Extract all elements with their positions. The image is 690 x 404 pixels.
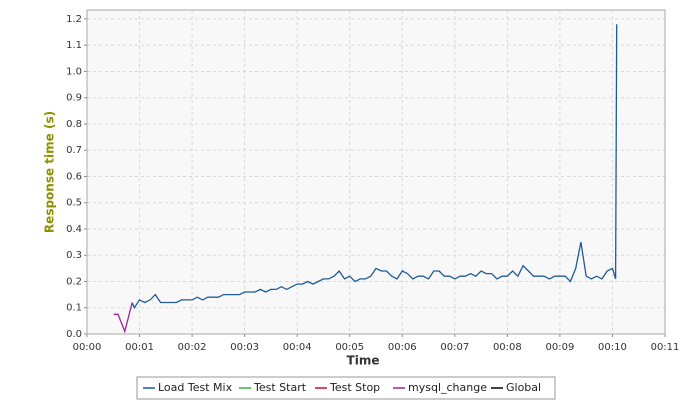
y-tick-label: 0.4 <box>66 224 82 235</box>
legend-label: Test Stop <box>329 381 380 394</box>
y-tick-label: 1.2 <box>66 14 82 25</box>
legend <box>136 376 556 400</box>
x-tick-label: 00:06 <box>388 342 417 353</box>
y-tick-label: 0.0 <box>66 329 82 340</box>
legend-label: Load Test Mix <box>158 381 233 394</box>
y-tick-label: 0.6 <box>66 171 82 182</box>
x-tick-label: 00:03 <box>230 342 259 353</box>
x-axis-label: Time <box>347 354 380 368</box>
y-axis-label: Response time (s) <box>43 111 57 233</box>
y-tick-label: 1.0 <box>66 66 82 77</box>
legend-label: Test Start <box>253 381 307 394</box>
y-tick-label: 0.7 <box>66 145 82 156</box>
y-tick-label: 1.1 <box>66 40 82 51</box>
y-tick-label: 0.2 <box>66 276 82 287</box>
x-tick-label: 00:01 <box>125 342 154 353</box>
y-tick-label: 0.3 <box>66 250 82 261</box>
x-tick-label: 00:09 <box>545 342 574 353</box>
y-tick-label: 0.8 <box>66 119 82 130</box>
y-tick-label: 0.9 <box>66 93 82 104</box>
x-tick-label: 00:00 <box>73 342 102 353</box>
legend-label: mysql_change <box>408 381 487 394</box>
plot-area <box>87 10 665 334</box>
y-tick-label: 0.1 <box>66 303 82 314</box>
x-tick-label: 00:05 <box>335 342 364 353</box>
x-tick-label: 00:04 <box>283 342 312 353</box>
plot-frame <box>86 9 666 335</box>
series-line <box>131 24 618 310</box>
y-tick-label: 0.5 <box>66 198 82 209</box>
legend-label: Global <box>506 381 541 394</box>
series-line <box>113 302 133 334</box>
x-tick-label: 00:07 <box>440 342 469 353</box>
x-tick-label: 00:10 <box>598 342 627 353</box>
x-tick-label: 00:11 <box>651 342 680 353</box>
x-tick-label: 00:02 <box>178 342 207 353</box>
x-tick-label: 00:08 <box>493 342 522 353</box>
